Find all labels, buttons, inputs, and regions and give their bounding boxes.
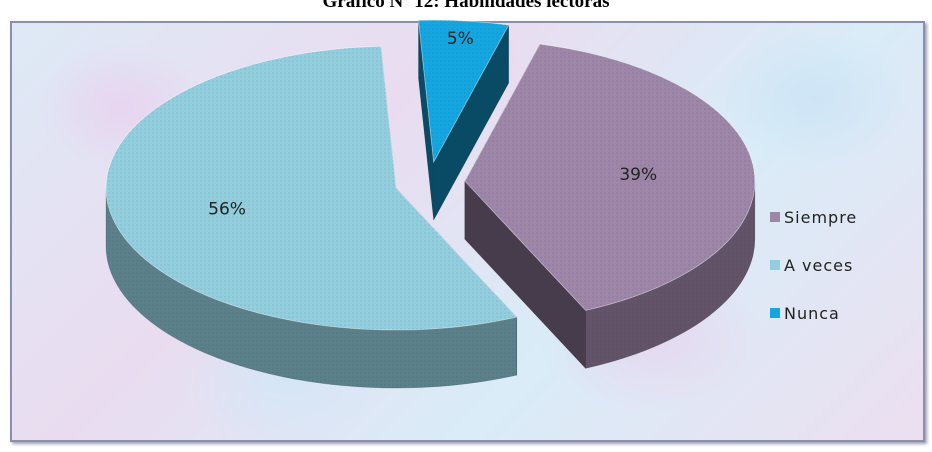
data-label-siempre: 39% — [619, 165, 657, 185]
chart-legend: Siempre A veces Nunca — [770, 205, 857, 349]
legend-item-nunca: Nunca — [770, 301, 857, 325]
pie-slice-a-veces — [105, 45, 518, 389]
legend-swatch-nunca — [770, 308, 780, 318]
legend-label-siempre: Siempre — [784, 207, 858, 227]
legend-item-a-veces: A veces — [770, 253, 857, 277]
legend-label-nunca: Nunca — [784, 303, 840, 323]
data-label-nunca: 5% — [447, 29, 474, 49]
data-label-a-veces: 56% — [208, 199, 246, 219]
pie-slice-siempre — [464, 43, 756, 370]
legend-label-a-veces: A veces — [784, 255, 854, 275]
pie-slice-nunca — [418, 19, 510, 221]
legend-swatch-a-veces — [770, 260, 780, 270]
chart-title: Gráfico Nº 12: Habilidades lectoras — [322, 0, 610, 12]
legend-swatch-siempre — [770, 212, 780, 222]
legend-item-siempre: Siempre — [770, 205, 857, 229]
